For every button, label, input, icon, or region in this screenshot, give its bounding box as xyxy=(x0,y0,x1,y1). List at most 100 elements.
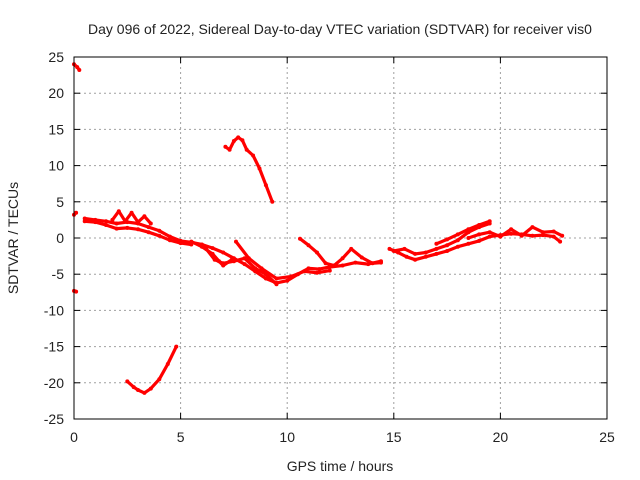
x-tick-label: 15 xyxy=(386,429,402,445)
x-tick-label: 0 xyxy=(70,429,78,445)
data-point-s15 xyxy=(434,246,439,251)
data-point-s11 xyxy=(157,377,162,382)
data-point-s4 xyxy=(104,219,108,224)
data-point-s4 xyxy=(146,225,151,230)
data-point-s14 xyxy=(509,231,514,236)
data-point-s14 xyxy=(413,257,418,262)
data-point-s11 xyxy=(148,386,153,391)
data-point-s14 xyxy=(434,251,439,256)
data-point-s5 xyxy=(125,225,130,230)
data-point-s9 xyxy=(289,274,294,279)
data-point-s6 xyxy=(148,221,153,226)
data-point-s11 xyxy=(174,344,179,349)
data-point-s13 xyxy=(379,259,383,264)
data-point-s10 xyxy=(223,144,228,149)
data-point-s13 xyxy=(366,262,371,267)
data-point-s10 xyxy=(227,147,232,152)
y-tick-label: 10 xyxy=(48,158,64,174)
data-point-s12 xyxy=(315,250,319,255)
data-point-s10 xyxy=(231,139,236,143)
y-tick-label: -15 xyxy=(44,339,64,355)
data-point-s1 xyxy=(77,68,82,72)
data-point-s6 xyxy=(116,209,121,214)
data-point-s6 xyxy=(136,220,140,225)
chart-title: Day 096 of 2022, Sidereal Day-to-day VTE… xyxy=(88,21,592,37)
y-tick-label: 25 xyxy=(48,49,64,65)
data-point-s12 xyxy=(298,236,302,241)
data-point-s8 xyxy=(231,259,236,264)
x-tick-label: 5 xyxy=(177,429,185,445)
data-point-s14 xyxy=(445,249,450,253)
data-point-s10 xyxy=(236,135,241,140)
data-point-s5 xyxy=(93,220,98,225)
grid-lines xyxy=(74,57,607,419)
data-point-s5 xyxy=(104,223,108,227)
data-point-s16 xyxy=(477,232,482,237)
trace-s15 xyxy=(392,221,492,256)
data-point-s15 xyxy=(445,243,450,248)
data-point-s14 xyxy=(455,244,460,249)
data-point-s4 xyxy=(317,267,322,272)
data-point-s10 xyxy=(244,147,249,152)
data-point-s7 xyxy=(199,244,204,249)
data-traces xyxy=(72,62,565,395)
data-point-s6 xyxy=(129,210,134,215)
data-point-s8 xyxy=(204,246,209,251)
y-axis-label: SDTVAR / TECUs xyxy=(5,182,21,294)
data-point-s8 xyxy=(274,282,279,287)
y-tick-label: -5 xyxy=(52,266,65,282)
y-tick-label: -20 xyxy=(44,375,64,391)
data-point-s11 xyxy=(142,390,147,395)
data-point-s4 xyxy=(157,228,162,233)
data-point-s10 xyxy=(240,138,245,143)
data-point-s16 xyxy=(519,233,524,238)
data-point-s14 xyxy=(551,234,556,239)
data-point-s14 xyxy=(541,233,545,238)
data-point-s14 xyxy=(558,239,563,244)
data-point-s17 xyxy=(455,232,460,237)
data-point-s10 xyxy=(251,153,256,158)
trace-s10 xyxy=(223,135,274,204)
data-point-s11 xyxy=(125,379,130,384)
data-point-s8 xyxy=(253,266,258,271)
data-point-s14 xyxy=(530,233,535,238)
data-point-s4 xyxy=(221,250,226,255)
data-point-s3 xyxy=(74,289,79,294)
data-point-s6 xyxy=(110,217,115,222)
data-point-s17 xyxy=(434,241,439,246)
data-point-s9 xyxy=(315,270,319,275)
data-point-s14 xyxy=(466,241,471,246)
data-point-s12 xyxy=(323,261,328,266)
data-point-s4 xyxy=(285,278,290,283)
data-point-s12 xyxy=(340,256,345,261)
data-point-s17 xyxy=(445,237,450,242)
data-point-s13 xyxy=(327,265,332,269)
data-point-s10 xyxy=(263,183,268,188)
data-point-s5 xyxy=(167,238,172,243)
data-point-s15 xyxy=(455,238,460,243)
data-point-s4 xyxy=(114,221,119,226)
data-point-s12 xyxy=(306,243,311,248)
data-point-s16 xyxy=(560,233,565,238)
data-point-s8 xyxy=(221,261,226,266)
data-point-s7 xyxy=(189,239,194,244)
data-point-s16 xyxy=(541,230,545,235)
data-point-s9 xyxy=(259,266,264,271)
data-point-s11 xyxy=(131,385,136,390)
y-tick-label: -10 xyxy=(44,302,64,318)
data-point-s12 xyxy=(349,246,354,251)
data-point-s5 xyxy=(178,241,183,246)
data-point-s15 xyxy=(413,251,418,256)
data-point-s15 xyxy=(402,246,407,251)
data-point-s2 xyxy=(74,210,79,215)
data-point-s4 xyxy=(82,216,87,221)
data-point-s13 xyxy=(340,263,345,268)
data-point-s4 xyxy=(210,246,215,251)
data-point-s9 xyxy=(246,256,251,261)
data-point-s16 xyxy=(487,230,492,235)
trace-s9 xyxy=(234,240,332,281)
data-point-s14 xyxy=(477,238,482,243)
data-point-s11 xyxy=(165,362,170,366)
y-tick-label: 20 xyxy=(48,85,64,101)
data-point-s9 xyxy=(274,276,279,281)
